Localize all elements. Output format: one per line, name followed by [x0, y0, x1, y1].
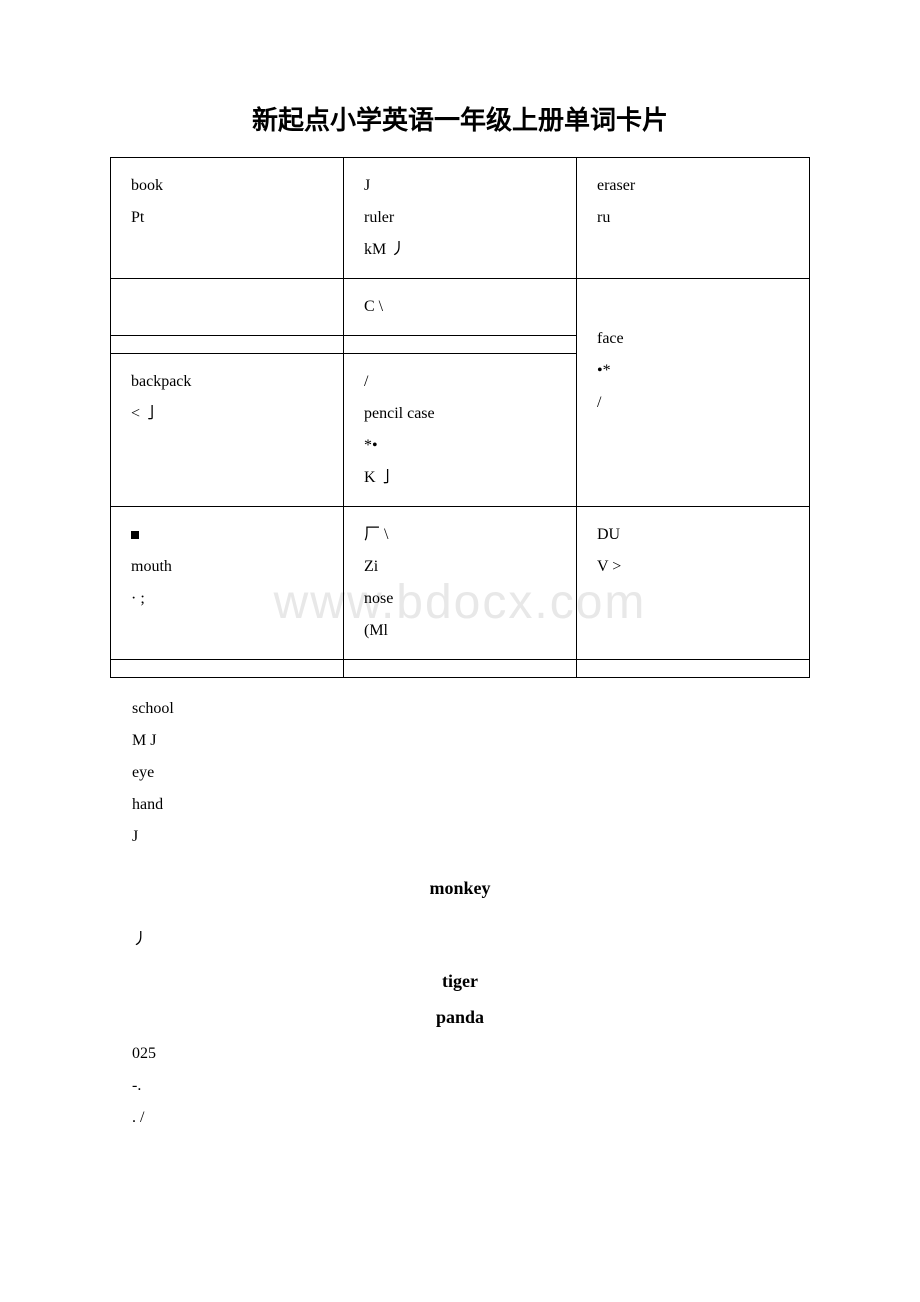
cell-line: J — [364, 170, 556, 202]
cell-line: •* — [597, 355, 789, 387]
cell-line: · ; — [131, 583, 323, 615]
text-line: -. — [132, 1070, 810, 1102]
cell-line: V > — [597, 551, 789, 583]
body-text-block: 025 -. . / — [110, 1038, 810, 1134]
cell-line — [131, 519, 323, 551]
table-cell — [111, 660, 344, 678]
cell-line: mouth — [131, 551, 323, 583]
table-cell — [344, 336, 577, 354]
table-row: book Pt J ruler kM 丿 eraser ru — [111, 158, 810, 279]
cell-line: backpack — [131, 366, 323, 398]
cell-line: / — [364, 366, 556, 398]
bold-heading: tiger — [110, 971, 810, 992]
table-cell — [577, 660, 810, 678]
square-icon — [131, 531, 139, 539]
table-cell: book Pt — [111, 158, 344, 279]
cell-line: DU — [597, 519, 789, 551]
cell-line: K 亅 — [364, 462, 556, 494]
cell-line: eraser — [597, 170, 789, 202]
cell-line: nose — [364, 583, 556, 615]
body-text-block: school M J eye hand J — [110, 693, 810, 853]
text-line: 丿 — [132, 924, 810, 956]
text-line: M J — [132, 725, 810, 757]
cell-line: pencil case — [364, 398, 556, 430]
document-content: 新起点小学英语一年级上册单词卡片 book Pt J ruler kM 丿 er… — [110, 100, 810, 1134]
table-cell: 厂 \ Zi nose (Ml — [344, 507, 577, 660]
table-row — [111, 660, 810, 678]
cell-line: *• — [364, 430, 556, 462]
vocab-table: book Pt J ruler kM 丿 eraser ru C \ face … — [110, 157, 810, 678]
table-row: mouth · ; 厂 \ Zi nose (Ml DU V > — [111, 507, 810, 660]
page-title: 新起点小学英语一年级上册单词卡片 — [110, 100, 810, 137]
text-line: J — [132, 821, 810, 853]
cell-line: (Ml — [364, 615, 556, 647]
bold-heading: monkey — [110, 878, 810, 899]
cell-line: Pt — [131, 202, 323, 234]
table-cell: eraser ru — [577, 158, 810, 279]
body-text-block: 丿 — [110, 924, 810, 956]
cell-line: C \ — [364, 291, 556, 323]
text-line: school — [132, 693, 810, 725]
table-cell — [111, 279, 344, 336]
text-line: hand — [132, 789, 810, 821]
text-line: 025 — [132, 1038, 810, 1070]
table-cell: face •* / — [577, 279, 810, 507]
cell-line: / — [597, 387, 789, 419]
text-line: eye — [132, 757, 810, 789]
cell-line: Zi — [364, 551, 556, 583]
table-cell: J ruler kM 丿 — [344, 158, 577, 279]
cell-line: < 亅 — [131, 398, 323, 430]
table-cell — [111, 336, 344, 354]
cell-line: 厂 \ — [364, 519, 556, 551]
cell-line: face — [597, 323, 789, 355]
bold-heading: panda — [110, 1007, 810, 1028]
cell-line: ru — [597, 202, 789, 234]
table-cell: backpack < 亅 — [111, 354, 344, 507]
table-row: C \ face •* / — [111, 279, 810, 336]
table-cell — [344, 660, 577, 678]
text-line: . / — [132, 1102, 810, 1134]
table-cell: mouth · ; — [111, 507, 344, 660]
cell-line: ruler — [364, 202, 556, 234]
table-cell: / pencil case *• K 亅 — [344, 354, 577, 507]
table-cell: C \ — [344, 279, 577, 336]
table-cell: DU V > — [577, 507, 810, 660]
cell-line: kM 丿 — [364, 234, 556, 266]
cell-line: book — [131, 170, 323, 202]
